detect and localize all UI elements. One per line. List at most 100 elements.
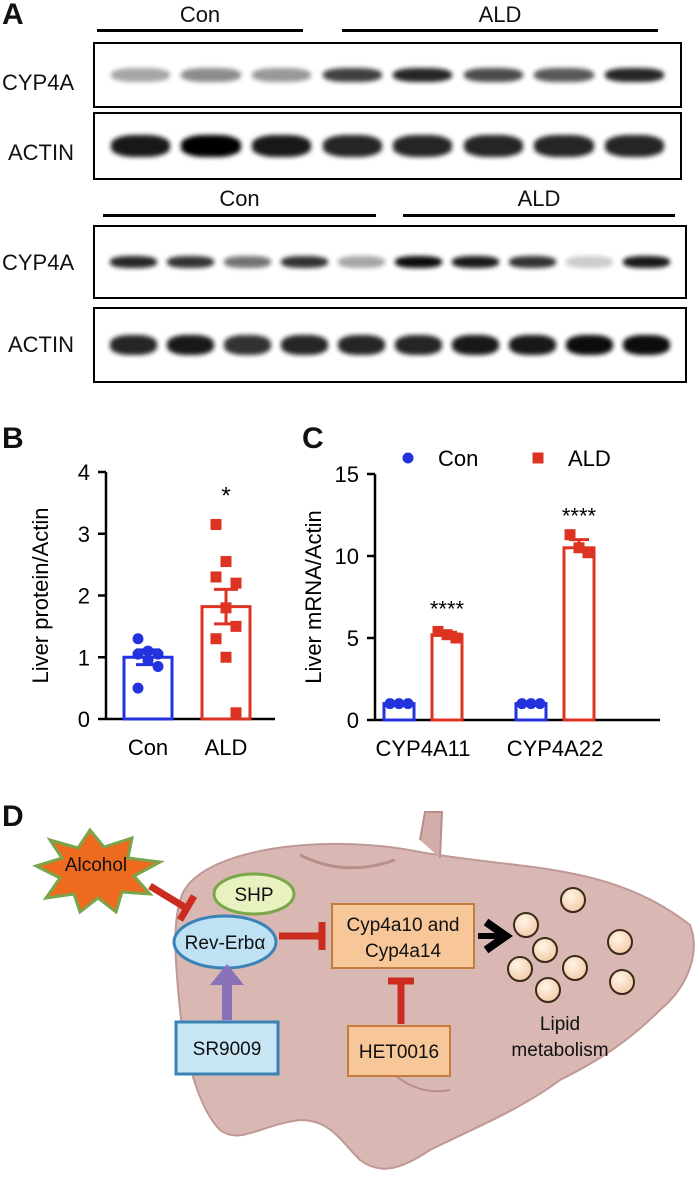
legend-marker — [532, 452, 544, 464]
actin-bottom-band — [451, 335, 500, 355]
data-point — [432, 625, 444, 637]
data-point — [132, 648, 144, 660]
data-point — [210, 518, 222, 530]
sr9009-label: SR9009 — [193, 1039, 262, 1060]
actin-bottom-band — [622, 335, 671, 355]
cyp4a-label-top: CYP4A — [2, 70, 75, 95]
y-tick-label: 1 — [78, 645, 90, 670]
panel-b-chart: 0 1 2 3 4 Liver protein/Actin Con ALD * — [28, 460, 275, 760]
data-point — [142, 654, 154, 666]
data-point — [152, 648, 164, 660]
data-point — [230, 620, 242, 632]
cyp4a-bottom-band — [280, 256, 329, 268]
cyp4a-box-line2: Cyp4a14 — [365, 941, 441, 962]
data-point — [402, 698, 414, 710]
cyp4a-bottom-band — [508, 256, 557, 268]
panel-d-schematic: Alcohol SHP Rev-Erbα Cyp4a10 and Cyp4a14… — [31, 811, 695, 1170]
actin-bottom-band — [394, 335, 443, 355]
data-point — [220, 602, 232, 614]
cyp4a-top-band — [534, 68, 594, 82]
actin-top-band — [463, 135, 524, 157]
actin-top-band — [181, 135, 241, 157]
y-tick-label: 3 — [78, 522, 90, 547]
lipid-label-line1: Lipid — [540, 1014, 580, 1035]
data-point — [516, 698, 528, 710]
x-tick-label: CYP4A11 — [376, 736, 471, 761]
actin-top-band — [393, 135, 453, 157]
shp-label: SHP — [234, 885, 273, 906]
actin-bottom-band — [223, 335, 272, 355]
data-point — [210, 633, 222, 645]
actin-top-band — [605, 135, 665, 157]
data-point — [230, 707, 242, 719]
y-tick-label: 15 — [335, 462, 359, 487]
data-point — [142, 645, 154, 657]
y-tick-label: 10 — [335, 544, 359, 569]
panel-c-chart: 0 5 10 15 Liver mRNA/Actin Con ALD CYP4A11 **** C… — [301, 446, 660, 761]
cyp4a-bottom-band — [223, 256, 272, 268]
het0016-label: HET0016 — [359, 1042, 439, 1063]
cyp4a-bottom-band — [622, 256, 671, 268]
cyp4a-top-band — [393, 68, 453, 82]
con-bracket-top — [97, 29, 303, 32]
actin-bottom-band — [109, 335, 158, 355]
legend-label: Con — [438, 446, 478, 471]
data-point — [441, 629, 453, 641]
alcohol-label: Alcohol — [65, 855, 127, 876]
y-tick-label: 2 — [78, 584, 90, 609]
cyp4a-box-line1: Cyp4a10 and — [346, 915, 459, 936]
cyp4a-top-band — [110, 68, 170, 82]
alcohol-inhibition-arrow — [148, 883, 198, 922]
data-point — [132, 633, 144, 645]
significance-marker: **** — [430, 596, 465, 621]
actin-top-band — [322, 135, 382, 157]
cyp4a-blot-top — [93, 42, 682, 108]
rev-erb-label: Rev-Erbα — [185, 933, 266, 954]
shp-ellipse — [212, 872, 296, 916]
cyp4a-bottom-band — [109, 256, 158, 268]
cyp4a-box — [331, 903, 475, 969]
cyp4a-top-band — [181, 68, 241, 82]
data-point — [525, 698, 537, 710]
data-point — [220, 651, 232, 663]
panel-a-letter: A — [2, 0, 24, 31]
bar-ald — [430, 633, 464, 722]
legend-label: ALD — [568, 446, 611, 471]
significance-marker: **** — [562, 504, 597, 529]
ald-bracket-bottom — [403, 214, 675, 217]
con-label-bottom: Con — [219, 186, 260, 211]
y-tick-label: 4 — [78, 460, 90, 485]
data-point — [534, 698, 546, 710]
het0016-box — [347, 1025, 451, 1077]
cyp4a-label-bottom: CYP4A — [2, 250, 75, 275]
cyp4a-bottom-band — [394, 256, 443, 268]
ald-label-bottom: ALD — [517, 186, 561, 211]
data-point — [220, 556, 232, 568]
con-label-top: Con — [179, 2, 221, 27]
y-tick-label: 0 — [347, 708, 359, 733]
data-point — [152, 661, 164, 673]
actin-blot-top — [93, 112, 682, 180]
actin-label-bottom: ACTIN — [8, 332, 74, 357]
data-point — [582, 547, 594, 559]
cyp4a-top-band — [251, 68, 312, 82]
cyp4a-blot-bottom — [93, 225, 687, 299]
cyp4a-bottom-band — [565, 256, 614, 268]
ald-label-top: ALD — [478, 2, 522, 27]
y-tick-label: 5 — [347, 626, 359, 651]
panel-d-letter: D — [2, 800, 24, 833]
data-point — [384, 698, 396, 710]
bar-con — [122, 655, 174, 721]
y-axis-label: Liver protein/Actin — [28, 507, 53, 683]
x-tick-label: CYP4A22 — [507, 736, 604, 761]
rev-erb-inhibition-arrow — [279, 922, 326, 950]
ald-bracket-top — [342, 29, 658, 32]
actin-top-band — [110, 135, 170, 157]
sr9009-box — [174, 1020, 280, 1076]
het0016-inhibition-arrow — [388, 977, 414, 1024]
panel-c-letter: C — [302, 422, 324, 455]
data-point — [210, 571, 222, 583]
actin-bottom-band — [280, 335, 329, 355]
cyp4a-top-band — [463, 68, 524, 82]
sr9009-activation-arrow — [210, 964, 244, 1020]
